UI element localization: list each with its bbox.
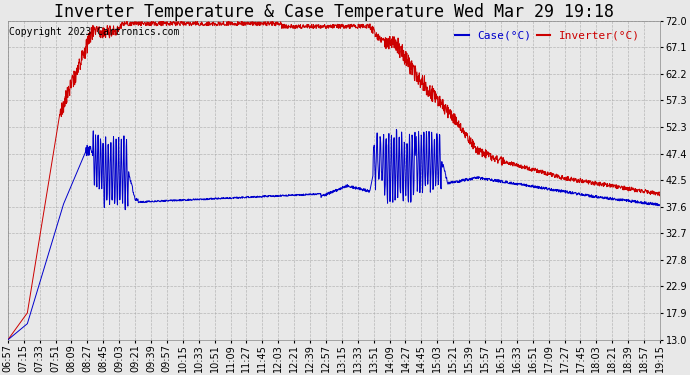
Text: Copyright 2023 Cartronics.com: Copyright 2023 Cartronics.com (9, 27, 179, 38)
Title: Inverter Temperature & Case Temperature Wed Mar 29 19:18: Inverter Temperature & Case Temperature … (54, 3, 614, 21)
Legend: Case(°C), Inverter(°C): Case(°C), Inverter(°C) (451, 27, 644, 45)
